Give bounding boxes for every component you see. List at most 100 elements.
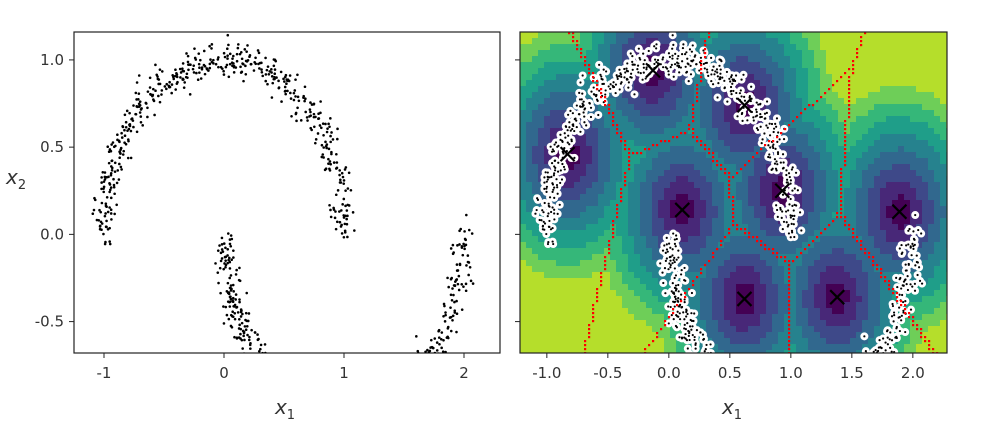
scatter-point (245, 50, 248, 53)
scatter-point (390, 403, 393, 406)
contour-cell (916, 44, 923, 51)
contour-cell (562, 86, 569, 93)
contour-cell (616, 212, 623, 219)
contour-cell (616, 278, 623, 285)
scatter-point (195, 71, 198, 75)
contour-cell (610, 224, 617, 231)
contour-cell (742, 254, 749, 261)
contour-cell (874, 242, 881, 249)
contour-cell (748, 74, 755, 81)
contour-cell (526, 80, 533, 87)
contour-cell (568, 218, 575, 225)
contour-cell (598, 212, 605, 219)
scatter-point (222, 73, 226, 76)
contour-cell (802, 56, 809, 63)
contour-cell (868, 140, 875, 147)
contour-cell (760, 332, 767, 339)
contour-cell (712, 332, 719, 339)
contour-cell (910, 332, 917, 339)
scatter-point (397, 387, 400, 390)
contour-cell (790, 56, 797, 63)
scatter-point (224, 265, 227, 269)
scatter-point (322, 134, 325, 137)
scatter-point (222, 267, 225, 271)
contour-cell (766, 206, 773, 213)
scatter-point (193, 47, 196, 50)
contour-cell (808, 68, 815, 75)
right-scatter-points (531, 32, 927, 353)
contour-cell (526, 344, 533, 351)
contour-cell (676, 122, 683, 129)
contour-cell (940, 266, 947, 273)
contour-cell (658, 152, 665, 159)
contour-cell (940, 116, 947, 123)
contour-cell (538, 86, 545, 93)
contour-cell (622, 218, 629, 225)
contour-cell (520, 290, 527, 297)
contour-cell (724, 326, 731, 333)
contour-cell (700, 200, 707, 207)
scatter-point (389, 391, 392, 394)
contour-cell (736, 278, 743, 285)
contour-cell (814, 218, 821, 225)
contour-cell (832, 74, 839, 81)
contour-cell (808, 218, 815, 225)
contour-cell (586, 44, 593, 51)
contour-cell (826, 266, 833, 273)
scatter-point (175, 73, 179, 76)
contour-cell (520, 230, 527, 237)
contour-cell (592, 308, 599, 315)
contour-cell (916, 116, 923, 123)
contour-cell (922, 194, 929, 201)
contour-cell (832, 320, 839, 327)
contour-cell (604, 152, 611, 159)
contour-cell (748, 200, 755, 207)
scatter-point (233, 303, 237, 307)
left-x-axis-label: x1 (274, 395, 295, 423)
scatter-point (227, 256, 231, 260)
contour-cell (598, 344, 605, 351)
scatter-point (334, 397, 337, 400)
scatter-point (384, 392, 387, 395)
contour-cell (640, 266, 647, 273)
contour-cell (874, 272, 881, 279)
contour-cell (604, 350, 611, 353)
scatter-point (134, 91, 138, 95)
contour-cell (850, 206, 857, 213)
contour-cell (748, 206, 755, 213)
scatter-point (402, 370, 405, 373)
contour-cell (934, 326, 941, 333)
contour-cell (652, 320, 659, 327)
contour-cell (838, 230, 845, 237)
contour-cell (796, 182, 803, 189)
scatter-point (223, 55, 227, 59)
scatter-point (465, 264, 468, 267)
scatter-point (330, 152, 333, 156)
contour-cell (856, 146, 863, 153)
scatter-point (338, 169, 342, 172)
contour-cell (826, 332, 833, 339)
scatter-point (331, 138, 335, 141)
contour-cell (694, 32, 701, 39)
contour-cell (838, 44, 845, 51)
scatter-point (231, 300, 235, 304)
contour-cell (586, 140, 593, 147)
contour-cell (562, 308, 569, 315)
contour-cell (580, 290, 587, 297)
contour-cell (916, 236, 923, 243)
contour-cell (712, 158, 719, 165)
contour-cell (628, 32, 635, 39)
scatter-point (300, 391, 303, 394)
contour-cell (520, 116, 527, 123)
contour-cell (580, 134, 587, 141)
scatter-point (342, 197, 346, 201)
contour-cell (592, 284, 599, 291)
scatter-point (448, 316, 452, 319)
scatter-point (325, 130, 329, 134)
contour-cell (640, 146, 647, 153)
contour-cell (616, 164, 623, 171)
contour-cell (598, 116, 605, 123)
contour-cell (676, 92, 683, 99)
scatter-point (343, 222, 347, 226)
contour-cell (556, 350, 563, 353)
